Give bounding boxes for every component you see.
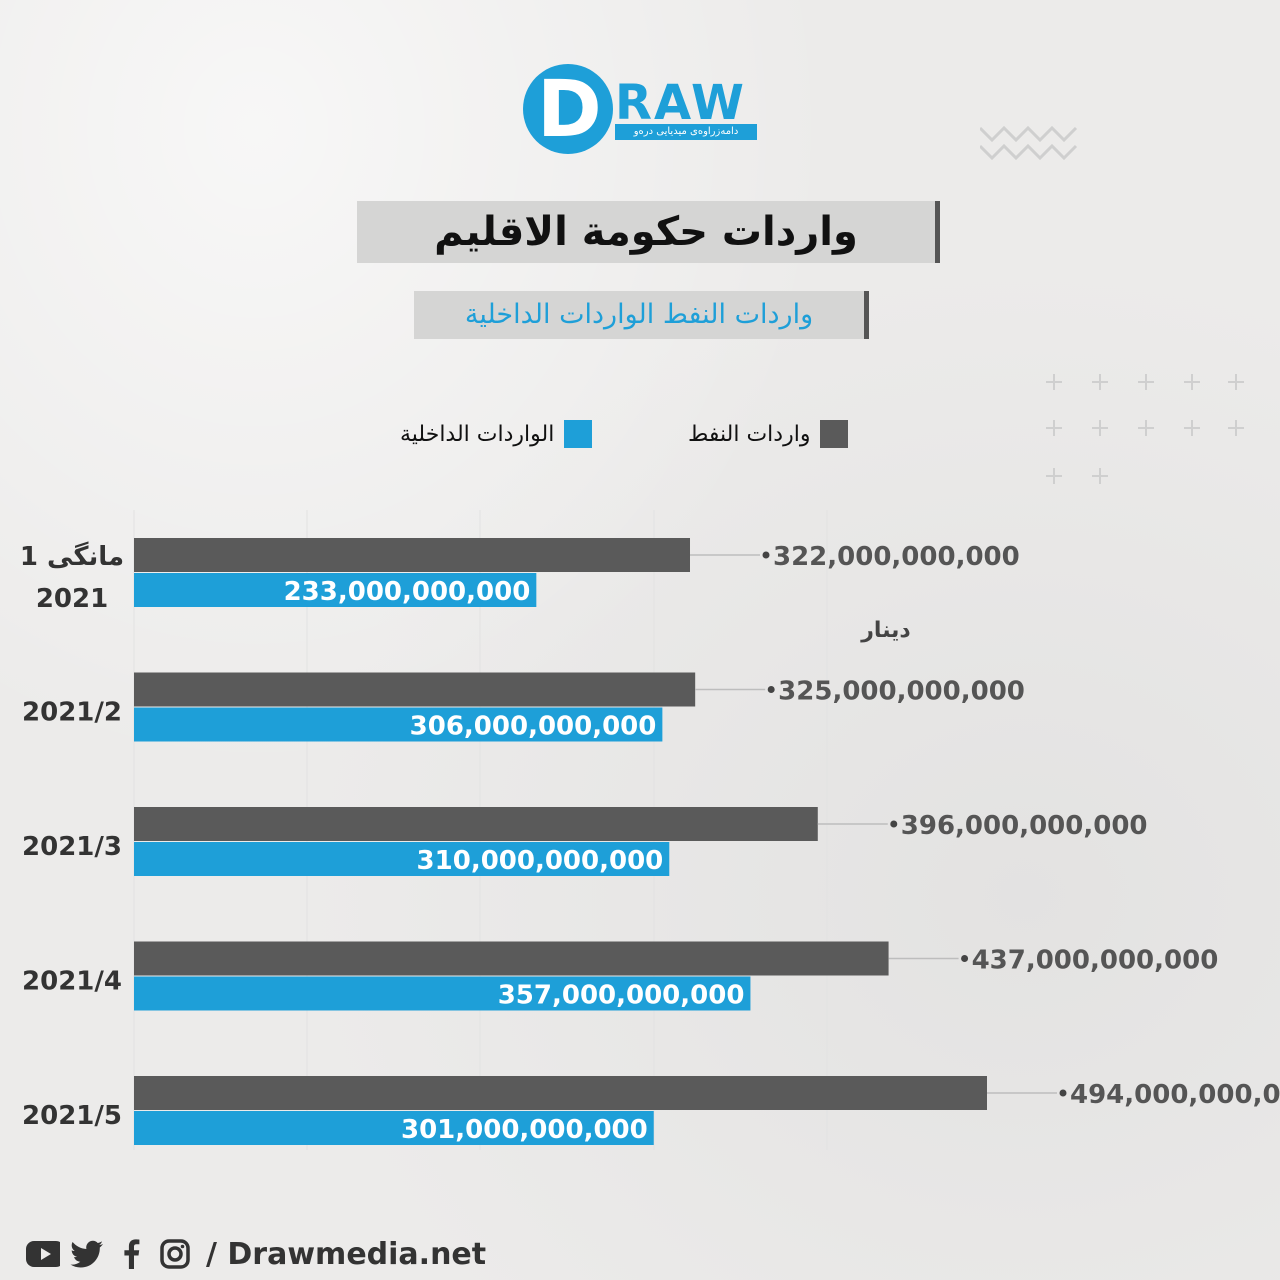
value-label-oil: 325,000,000,000 xyxy=(778,677,1025,707)
legend-item-domestic: الواردات الداخلية xyxy=(400,418,593,450)
category-label: 2021/2 xyxy=(22,698,122,728)
draw-logo: D RAW دامەزراوەی میدیایی درەو xyxy=(523,64,763,156)
legend-item-oil: واردات النفط xyxy=(688,418,849,450)
bar-oil xyxy=(134,807,818,841)
unit-label: دينار xyxy=(860,618,910,643)
value-label-domestic: 233,000,000,000 xyxy=(284,577,531,607)
legend-swatch-oil xyxy=(820,420,849,448)
instagram-icon[interactable] xyxy=(158,1237,192,1271)
category-label: 2021/4 xyxy=(22,967,122,997)
value-label-oil: 437,000,000,000 xyxy=(972,946,1219,976)
value-label-oil: 322,000,000,000 xyxy=(773,542,1020,572)
bar-chart: 322,000,000,000 233,000,000,000 مانگی 1 202… xyxy=(20,510,1280,1150)
leader-dot xyxy=(890,820,898,828)
category-label: 2021 xyxy=(36,584,108,614)
legend-label-domestic: الواردات الداخلية xyxy=(400,421,555,447)
leader-dot xyxy=(767,686,775,693)
category-label: 2021/5 xyxy=(22,1101,122,1131)
legend-label-oil: واردات النفط xyxy=(688,421,811,447)
plus-grid-decoration xyxy=(1046,374,1244,484)
leader-dot xyxy=(1059,1089,1067,1097)
leader-dot xyxy=(961,955,969,962)
value-label-domestic: 301,000,000,000 xyxy=(401,1115,648,1145)
bar-domestic xyxy=(134,1111,654,1145)
value-label-domestic: 357,000,000,000 xyxy=(498,981,745,1011)
value-label-domestic: 306,000,000,000 xyxy=(410,712,657,742)
bar-oil xyxy=(134,672,696,707)
twitter-icon[interactable] xyxy=(70,1237,104,1271)
zigzag-decoration xyxy=(980,125,1078,161)
page-title: واردات حكومة الاقليم xyxy=(357,201,940,263)
footer-site[interactable]: / Drawmedia.net xyxy=(206,1236,487,1272)
logo-circle xyxy=(523,64,613,154)
category-label: مانگی 1 xyxy=(20,541,124,572)
footer: / Drawmedia.net xyxy=(26,1234,486,1274)
facebook-icon[interactable] xyxy=(114,1237,148,1271)
logo-tagline: دامەزراوەی میدیایی درەو xyxy=(615,124,757,140)
youtube-icon[interactable] xyxy=(26,1237,60,1271)
category-label: 2021/3 xyxy=(22,832,122,862)
bar-domestic xyxy=(134,976,751,1011)
bar-oil xyxy=(134,941,889,976)
bar-domestic xyxy=(134,573,537,607)
bar-oil xyxy=(134,538,691,572)
value-label-oil: 396,000,000,000 xyxy=(901,811,1148,841)
value-label-oil: 494,000,000,000 xyxy=(1070,1080,1280,1110)
bar-domestic xyxy=(134,707,663,742)
logo-mark-letter: D xyxy=(537,65,602,155)
page-subtitle: واردات النفط الواردات الداخلية xyxy=(414,291,869,339)
logo-wordmark: RAW xyxy=(615,75,746,131)
value-label-domestic: 310,000,000,000 xyxy=(417,846,664,876)
legend-swatch-domestic xyxy=(564,420,593,448)
bar-oil xyxy=(134,1076,987,1110)
leader-dot xyxy=(762,551,770,559)
bar-domestic xyxy=(134,842,670,876)
